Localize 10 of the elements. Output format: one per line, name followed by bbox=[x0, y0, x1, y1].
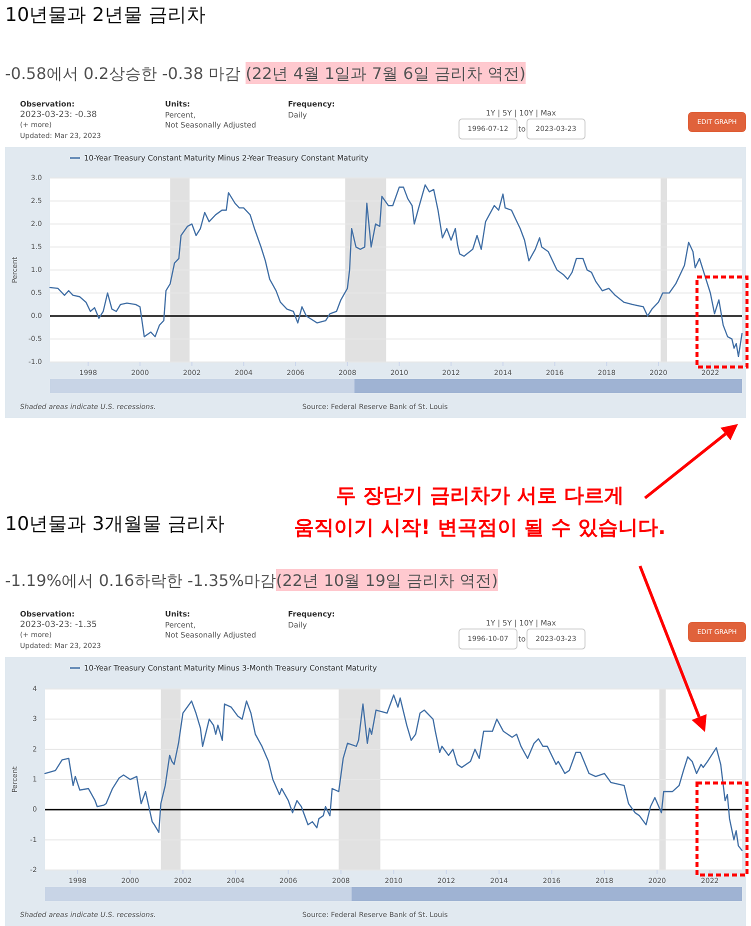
text: 두 장단기 금리차가 서로 다르게 bbox=[336, 483, 624, 507]
text: 2023-03-23: -1.35 bbox=[20, 620, 97, 630]
line-series bbox=[44, 694, 743, 852]
text: 움직이기 시작! 변곡점이 될 수 있습니다. bbox=[294, 515, 666, 539]
line-series bbox=[49, 184, 743, 358]
chart-title: 10년물과 2년물 금리차 bbox=[5, 4, 206, 26]
chart-subtitle: -0.58에서 0.2상승한 -0.38 마감 (22년 4월 1일과 7월 6일 금리차 역전) bbox=[5, 64, 526, 82]
text: 2023-03-23: -0.38 bbox=[20, 110, 97, 120]
chart-subtitle: -1.19%에서 0.16하락한 -1.35%마감(22년 10월 19일 금리차 역전) bbox=[5, 570, 498, 590]
chart-title: 10년물과 3개월물 금리차 bbox=[5, 513, 224, 535]
